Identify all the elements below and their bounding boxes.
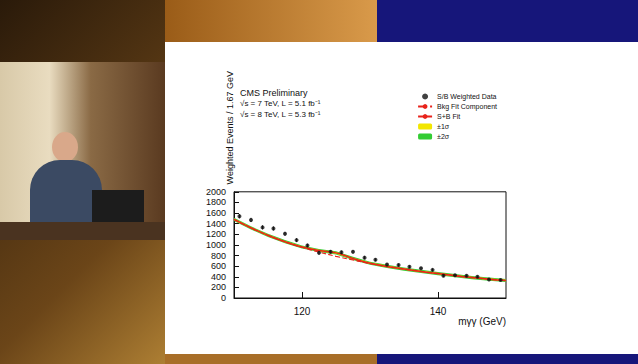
svg-text:Weighted Events / 1.67 GeV: Weighted Events / 1.67 GeV <box>225 71 235 184</box>
svg-text:1200: 1200 <box>206 229 226 239</box>
svg-text:mγγ (GeV): mγγ (GeV) <box>458 316 506 327</box>
svg-text:CMS Preliminary: CMS Preliminary <box>240 88 308 98</box>
svg-text:Bkg Fit Component: Bkg Fit Component <box>437 103 497 111</box>
svg-text:600: 600 <box>211 261 226 271</box>
svg-text:120: 120 <box>294 306 311 317</box>
svg-text:2000: 2000 <box>206 187 226 197</box>
svg-text:1600: 1600 <box>206 208 226 218</box>
svg-text:400: 400 <box>211 272 226 282</box>
svg-text:S/B Weighted Data: S/B Weighted Data <box>437 93 497 101</box>
svg-text:1000: 1000 <box>206 240 226 250</box>
svg-text:1400: 1400 <box>206 219 226 229</box>
svg-text:140: 140 <box>430 306 447 317</box>
svg-text:1800: 1800 <box>206 197 226 207</box>
svg-text:±2σ: ±2σ <box>437 133 450 140</box>
svg-text:√s = 7 TeV, L = 5.1 fb⁻¹: √s = 7 TeV, L = 5.1 fb⁻¹ <box>240 99 321 108</box>
svg-text:±1σ: ±1σ <box>437 123 450 130</box>
svg-text:√s = 8 TeV, L = 5.3 fb⁻¹: √s = 8 TeV, L = 5.3 fb⁻¹ <box>240 110 321 119</box>
svg-text:200: 200 <box>211 282 226 292</box>
svg-text:S+B Fit: S+B Fit <box>437 113 460 120</box>
svg-text:800: 800 <box>211 251 226 261</box>
svg-text:0: 0 <box>221 293 226 303</box>
